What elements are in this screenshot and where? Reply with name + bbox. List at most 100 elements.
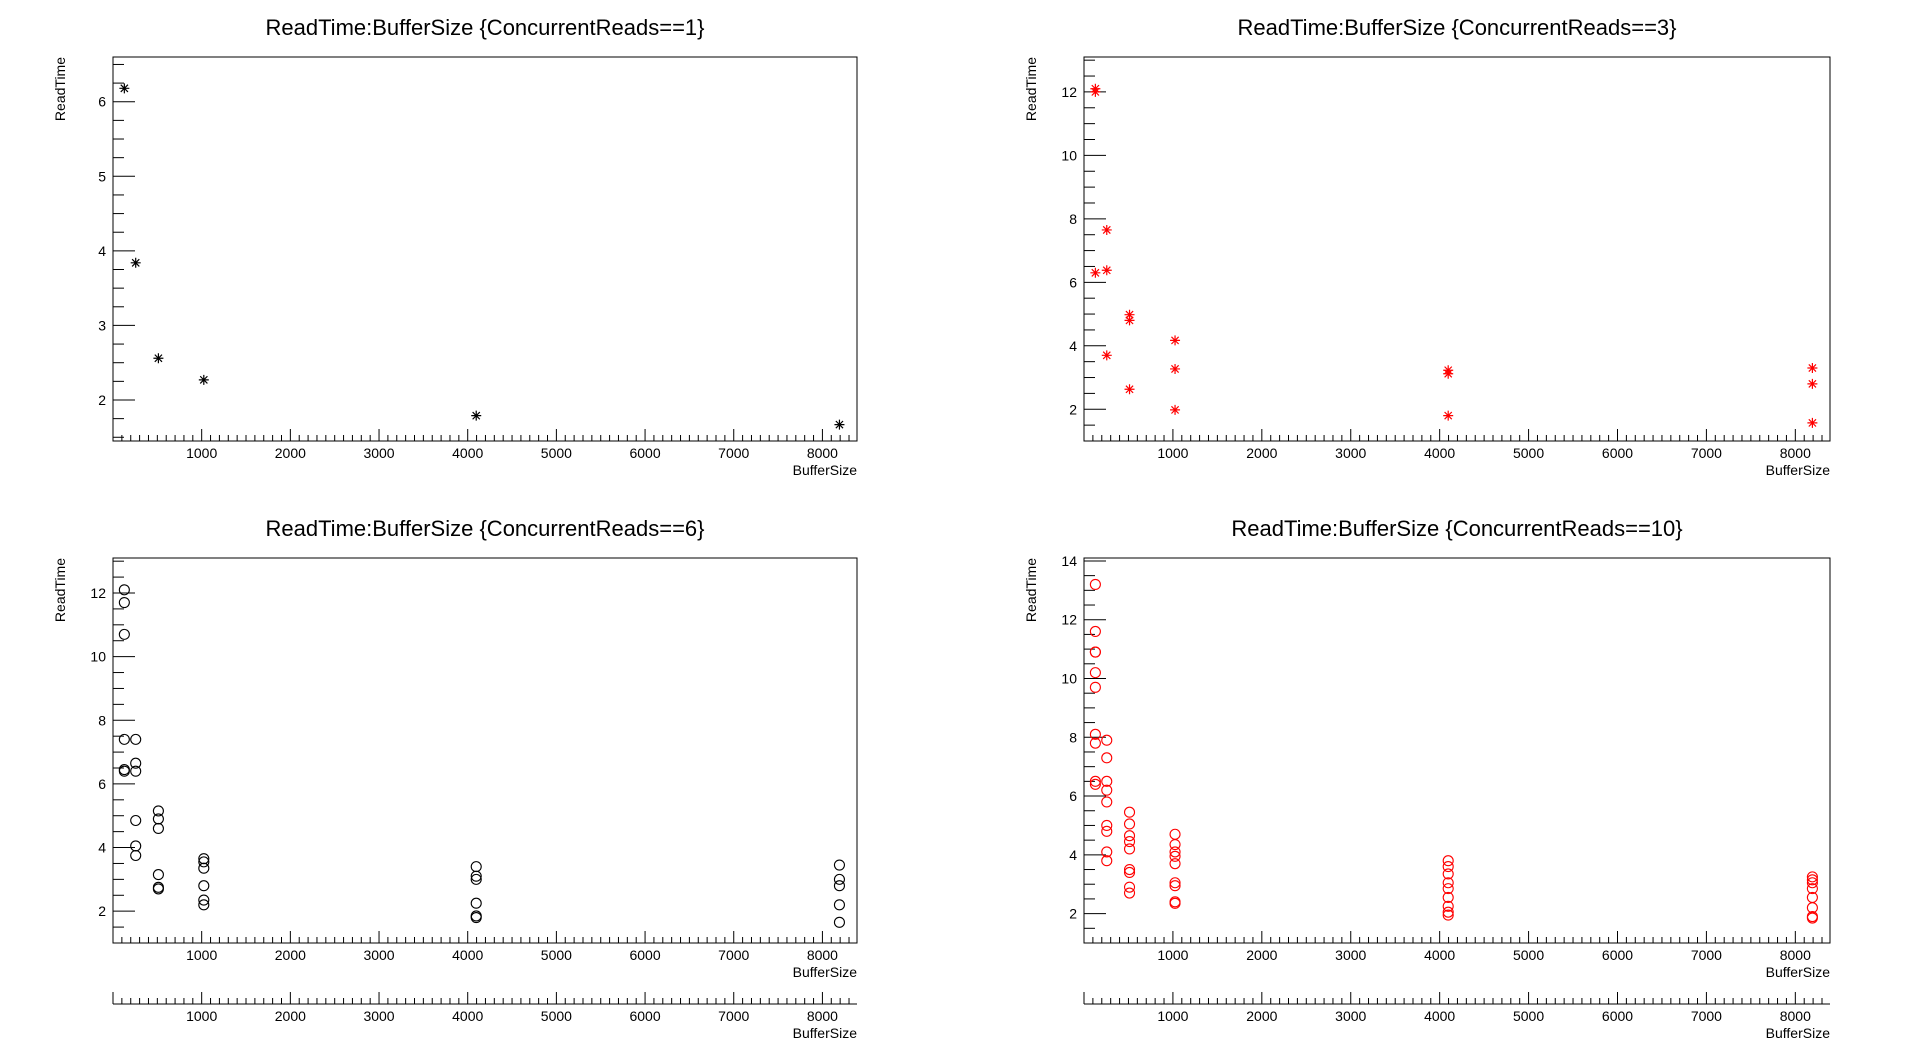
data-point <box>1169 880 1181 892</box>
data-point <box>1123 887 1136 899</box>
x-tick-label: 8000 <box>1780 445 1811 461</box>
data-point <box>1442 861 1454 873</box>
data-point <box>118 596 130 609</box>
x-tick-label: 7000 <box>718 1008 749 1024</box>
data-point <box>1089 778 1101 790</box>
data-point <box>1442 855 1454 867</box>
x-tick-label: 2000 <box>1246 445 1277 461</box>
plot-frame <box>1083 56 1831 442</box>
data-point <box>1442 900 1454 912</box>
data-point <box>118 765 130 777</box>
x-tick-label: 4000 <box>452 445 483 461</box>
x-tick-label: 5000 <box>1513 1008 1544 1024</box>
x-tick-label: 3000 <box>1335 445 1366 461</box>
data-point <box>1169 897 1181 909</box>
plot-frame <box>112 56 858 442</box>
chart-panel-4: ReadTime:BufferSize {ConcurrentReads==10… <box>1023 516 1831 980</box>
x-tick-label: 8000 <box>807 445 838 461</box>
x-tick-label: 4000 <box>1424 947 1455 963</box>
chart-panel-1: ReadTime:BufferSize {ConcurrentReads==1}… <box>52 15 858 478</box>
data-point <box>1124 309 1135 320</box>
data-point <box>470 861 482 873</box>
data-point <box>1101 734 1113 746</box>
y-tick-label: 2 <box>98 903 106 919</box>
y-tick-label: 8 <box>1069 211 1077 227</box>
data-point <box>470 911 482 924</box>
x-tick-label: 5000 <box>541 445 572 461</box>
y-tick-label: 6 <box>98 94 106 110</box>
x-axis-label: BufferSize <box>793 462 858 478</box>
data-point <box>1123 836 1136 848</box>
data-point <box>118 584 130 596</box>
y-tick-label: 10 <box>1061 147 1077 163</box>
y-tick-label: 8 <box>98 712 106 728</box>
data-point <box>118 733 130 745</box>
data-point <box>1101 224 1112 235</box>
data-point <box>1123 866 1136 879</box>
y-axis-label: ReadTime <box>52 558 68 622</box>
data-point <box>130 765 142 777</box>
data-point <box>1169 846 1181 858</box>
data-point <box>1169 877 1181 889</box>
data-point <box>1089 775 1101 787</box>
y-tick-label: 12 <box>1061 84 1077 100</box>
data-point <box>1101 796 1113 808</box>
data-point <box>130 849 142 862</box>
x-tick-label: 3000 <box>1335 947 1366 963</box>
chart-panel-3: ReadTime:BufferSize {ConcurrentReads==6}… <box>52 516 858 980</box>
chart-panel-2: ReadTime:BufferSize {ConcurrentReads==3}… <box>1023 15 1831 478</box>
data-point <box>198 880 210 892</box>
data-point <box>152 869 164 881</box>
data-point <box>1170 335 1181 346</box>
y-tick-label: 10 <box>1061 670 1077 686</box>
x-axis-label: BufferSize <box>793 964 858 980</box>
data-point <box>1123 881 1136 893</box>
data-point <box>130 814 142 827</box>
y-axis-label: ReadTime <box>52 57 68 121</box>
data-point <box>833 873 845 885</box>
chart-title: ReadTime:BufferSize {ConcurrentReads==3} <box>1237 15 1676 40</box>
plot-frame <box>1083 557 1831 944</box>
x-tick-label: 4000 <box>452 947 483 963</box>
y-tick-label: 6 <box>1069 788 1077 804</box>
x-tick-label: 6000 <box>1602 445 1633 461</box>
x-tick-label: 8000 <box>807 947 838 963</box>
data-point <box>1169 858 1181 870</box>
data-point <box>1101 784 1113 796</box>
y-tick-label: 2 <box>98 392 106 408</box>
data-point <box>1089 737 1101 749</box>
data-point <box>1123 830 1136 842</box>
y-tick-label: 4 <box>98 243 106 259</box>
data-point <box>471 410 482 421</box>
data-point <box>833 859 845 871</box>
data-point <box>119 83 130 94</box>
data-point <box>130 840 142 852</box>
x-axis-label: BufferSize <box>1766 462 1831 478</box>
data-point <box>198 862 210 874</box>
data-point <box>1806 874 1818 886</box>
data-point <box>1806 871 1818 883</box>
x-tick-label: 1000 <box>186 445 217 461</box>
x-tick-label: 6000 <box>629 947 660 963</box>
x-tick-label: 1000 <box>1157 445 1188 461</box>
data-point <box>1123 818 1136 830</box>
data-point <box>1169 838 1181 851</box>
data-point <box>152 822 164 835</box>
x-tick-label: 5000 <box>1513 445 1544 461</box>
data-point <box>1443 410 1454 421</box>
x-tick-label: 3000 <box>363 445 394 461</box>
y-tick-label: 6 <box>98 776 106 792</box>
data-point <box>833 899 845 911</box>
y-tick-label: 12 <box>90 585 106 601</box>
data-point <box>1169 828 1181 840</box>
data-point <box>1443 368 1454 379</box>
data-point <box>1169 850 1181 862</box>
data-point <box>1089 728 1101 740</box>
data-point <box>1442 868 1454 880</box>
data-point <box>198 899 210 911</box>
y-tick-label: 4 <box>1069 338 1077 354</box>
x-tick-label: 5000 <box>1513 947 1544 963</box>
data-point <box>1101 775 1113 787</box>
data-point <box>1101 846 1113 858</box>
